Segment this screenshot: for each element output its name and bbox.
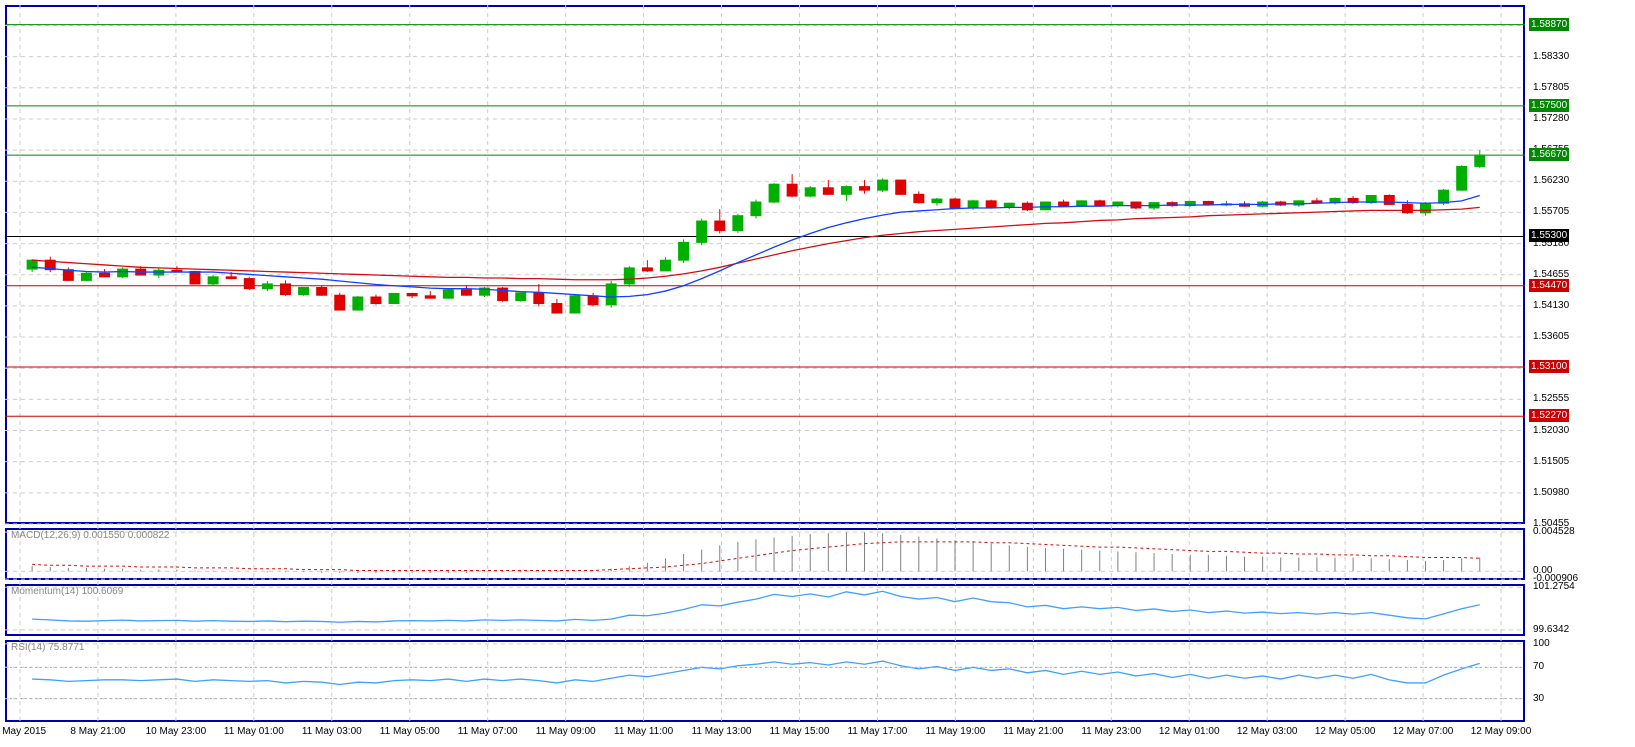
- macd-y-tick: 0.004528: [1533, 526, 1575, 537]
- candle[interactable]: [950, 199, 960, 208]
- macd-y-tick: 0.00: [1533, 565, 1552, 576]
- price-y-tick: 1.52555: [1533, 393, 1569, 404]
- candle[interactable]: [1457, 166, 1467, 190]
- candle[interactable]: [118, 269, 128, 277]
- price-y-tick: 1.55705: [1533, 206, 1569, 217]
- candle[interactable]: [1113, 202, 1123, 205]
- candle[interactable]: [588, 296, 598, 305]
- candle[interactable]: [769, 184, 779, 202]
- candle[interactable]: [932, 199, 942, 203]
- candle[interactable]: [407, 293, 417, 295]
- price-level-tag: 1.56670: [1529, 148, 1569, 161]
- candle[interactable]: [208, 277, 218, 284]
- candle[interactable]: [317, 287, 327, 295]
- candle[interactable]: [1077, 201, 1087, 206]
- momentum-label: Momentum(14) 100.6069: [11, 586, 123, 597]
- price-level-tag: 1.57500: [1529, 99, 1569, 112]
- price-y-tick: 1.52030: [1533, 425, 1569, 436]
- candle[interactable]: [642, 268, 652, 271]
- candle[interactable]: [335, 295, 345, 310]
- candle[interactable]: [841, 187, 851, 195]
- price-level-tag: 1.52270: [1529, 409, 1569, 422]
- candle[interactable]: [914, 194, 924, 202]
- candle[interactable]: [425, 296, 435, 298]
- price-y-tick: 1.57280: [1533, 113, 1569, 124]
- candle[interactable]: [968, 201, 978, 208]
- candle[interactable]: [1439, 190, 1449, 203]
- candle[interactable]: [226, 277, 236, 279]
- candle[interactable]: [516, 293, 526, 301]
- price-y-tick: 1.51505: [1533, 456, 1569, 467]
- price-level-tag: 1.54470: [1529, 279, 1569, 292]
- candle[interactable]: [461, 290, 471, 295]
- candle[interactable]: [1312, 201, 1322, 203]
- price-level-tag: 1.58870: [1529, 18, 1569, 31]
- rsi-y-tick: 100: [1533, 638, 1550, 649]
- candle[interactable]: [606, 284, 616, 305]
- candle[interactable]: [570, 296, 580, 313]
- rsi-y-tick: 30: [1533, 693, 1544, 704]
- candle[interactable]: [1059, 202, 1069, 206]
- momentum-y-tick: 101.2754: [1533, 581, 1575, 592]
- candle[interactable]: [624, 268, 634, 284]
- price-level-tag: 1.55300: [1529, 229, 1569, 242]
- candle[interactable]: [353, 297, 363, 310]
- macd-label: MACD(12,26,9) 0.001550 0.000822: [11, 530, 169, 541]
- candle[interactable]: [823, 188, 833, 195]
- candle[interactable]: [896, 180, 906, 194]
- candle[interactable]: [986, 201, 996, 208]
- candle[interactable]: [1384, 196, 1394, 205]
- candle[interactable]: [443, 290, 453, 298]
- candle[interactable]: [787, 184, 797, 196]
- candle[interactable]: [63, 270, 73, 281]
- candle[interactable]: [552, 304, 562, 313]
- candle[interactable]: [371, 297, 381, 304]
- candle[interactable]: [860, 187, 870, 191]
- candle[interactable]: [100, 273, 110, 277]
- candle[interactable]: [244, 279, 254, 289]
- candle[interactable]: [262, 284, 272, 289]
- candle[interactable]: [1402, 204, 1412, 212]
- candle[interactable]: [661, 260, 671, 271]
- candle[interactable]: [299, 287, 309, 294]
- price-level-tag: 1.53100: [1529, 360, 1569, 373]
- candle[interactable]: [1475, 155, 1485, 166]
- candle[interactable]: [878, 180, 888, 190]
- candle[interactable]: [751, 202, 761, 216]
- candle[interactable]: [697, 221, 707, 242]
- candle[interactable]: [679, 242, 689, 260]
- candle[interactable]: [81, 273, 91, 280]
- price-y-tick: 1.58330: [1533, 51, 1569, 62]
- price-y-tick: 1.50980: [1533, 487, 1569, 498]
- candle[interactable]: [389, 293, 399, 303]
- candle[interactable]: [1022, 203, 1032, 210]
- momentum-y-tick: 99.6342: [1533, 624, 1569, 635]
- price-y-tick: 1.54130: [1533, 300, 1569, 311]
- candle[interactable]: [733, 216, 743, 231]
- price-y-tick: 1.56230: [1533, 175, 1569, 186]
- candle[interactable]: [1421, 203, 1431, 212]
- price-y-tick: 1.53605: [1533, 331, 1569, 342]
- candle[interactable]: [715, 221, 725, 230]
- candle[interactable]: [534, 293, 544, 304]
- price-y-tick: 1.57805: [1533, 82, 1569, 93]
- candle[interactable]: [190, 271, 200, 283]
- candle[interactable]: [1041, 202, 1051, 210]
- candle[interactable]: [1095, 201, 1105, 205]
- candle[interactable]: [805, 188, 815, 196]
- candle[interactable]: [172, 270, 182, 271]
- rsi-y-tick: 70: [1533, 661, 1544, 672]
- candle[interactable]: [281, 284, 291, 295]
- rsi-label: RSI(14) 75.8771: [11, 642, 84, 653]
